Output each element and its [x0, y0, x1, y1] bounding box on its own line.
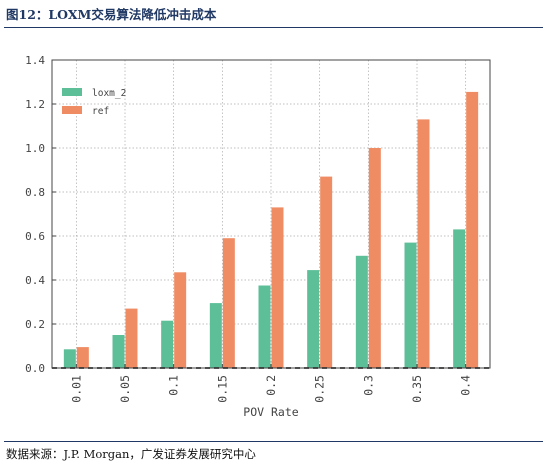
legend-label-ref: ref — [92, 106, 109, 117]
bar-ref-0.2 — [271, 207, 284, 368]
x-axis-ticks: 0.01 0.05 0.1 0.15 0.2 0.25 0.3 0.35 0.4 — [69, 364, 473, 403]
title-rule — [4, 27, 543, 28]
bar-loxm_2-0.15 — [209, 303, 222, 368]
y-tick-label: 0.2 — [25, 318, 45, 331]
x-tick-label: 0.01 — [69, 375, 83, 403]
figure-title: 图12：LOXM交易算法降低冲击成本 — [6, 7, 217, 22]
x-tick-label: 0.15 — [215, 375, 229, 403]
source-note: 数据来源：J.P. Morgan，广发证券发展研究中心 — [6, 447, 256, 461]
legend-swatch-ref — [62, 106, 82, 114]
y-tick-label: 0.6 — [25, 230, 45, 243]
x-tick-label: 0.35 — [410, 375, 424, 403]
y-tick-label: 0.4 — [25, 274, 45, 287]
bar-ref-0.3 — [368, 148, 381, 368]
x-tick-label: 0.2 — [264, 375, 278, 396]
bar-loxm_2-0.1 — [161, 320, 174, 368]
y-tick-label: 0.8 — [25, 186, 45, 199]
bar-loxm_2-0.35 — [404, 242, 417, 368]
bar-ref-0.1 — [174, 272, 187, 368]
x-tick-label: 0.1 — [167, 375, 181, 396]
bar-ref-0.15 — [222, 238, 235, 368]
bar-loxm_2-0.4 — [453, 229, 466, 368]
x-tick-label: 0.4 — [459, 375, 473, 396]
x-tick-label: 0.05 — [118, 375, 132, 403]
y-tick-label: 1.4 — [25, 54, 45, 67]
y-tick-label: 1.0 — [25, 142, 45, 155]
y-tick-label: 0.0 — [25, 362, 45, 375]
bar-ref-0.25 — [320, 176, 333, 368]
bar-ref-0.01 — [76, 347, 89, 368]
bar-ref-0.05 — [125, 308, 138, 368]
x-tick-label: 0.3 — [361, 375, 375, 396]
bar-loxm_2-0.25 — [307, 270, 320, 368]
x-tick-label: 0.25 — [313, 375, 327, 403]
bar-loxm_2-0.01 — [63, 349, 76, 368]
source-rule — [4, 441, 543, 442]
y-axis-ticks: 0.0 0.2 0.4 0.6 0.8 1.0 1.2 1.4 — [25, 54, 56, 375]
bars — [63, 91, 479, 369]
legend-swatch-loxm_2 — [62, 88, 82, 96]
x-axis-label: POV Rate — [243, 405, 298, 419]
bar-loxm_2-0.05 — [112, 335, 125, 368]
legend-label-loxm_2: loxm_2 — [92, 88, 126, 99]
bar-ref-0.35 — [417, 119, 430, 369]
bar-loxm_2-0.2 — [258, 285, 271, 368]
y-tick-label: 1.2 — [25, 98, 45, 111]
bar-ref-0.4 — [466, 91, 479, 369]
bar-loxm_2-0.3 — [355, 255, 368, 368]
